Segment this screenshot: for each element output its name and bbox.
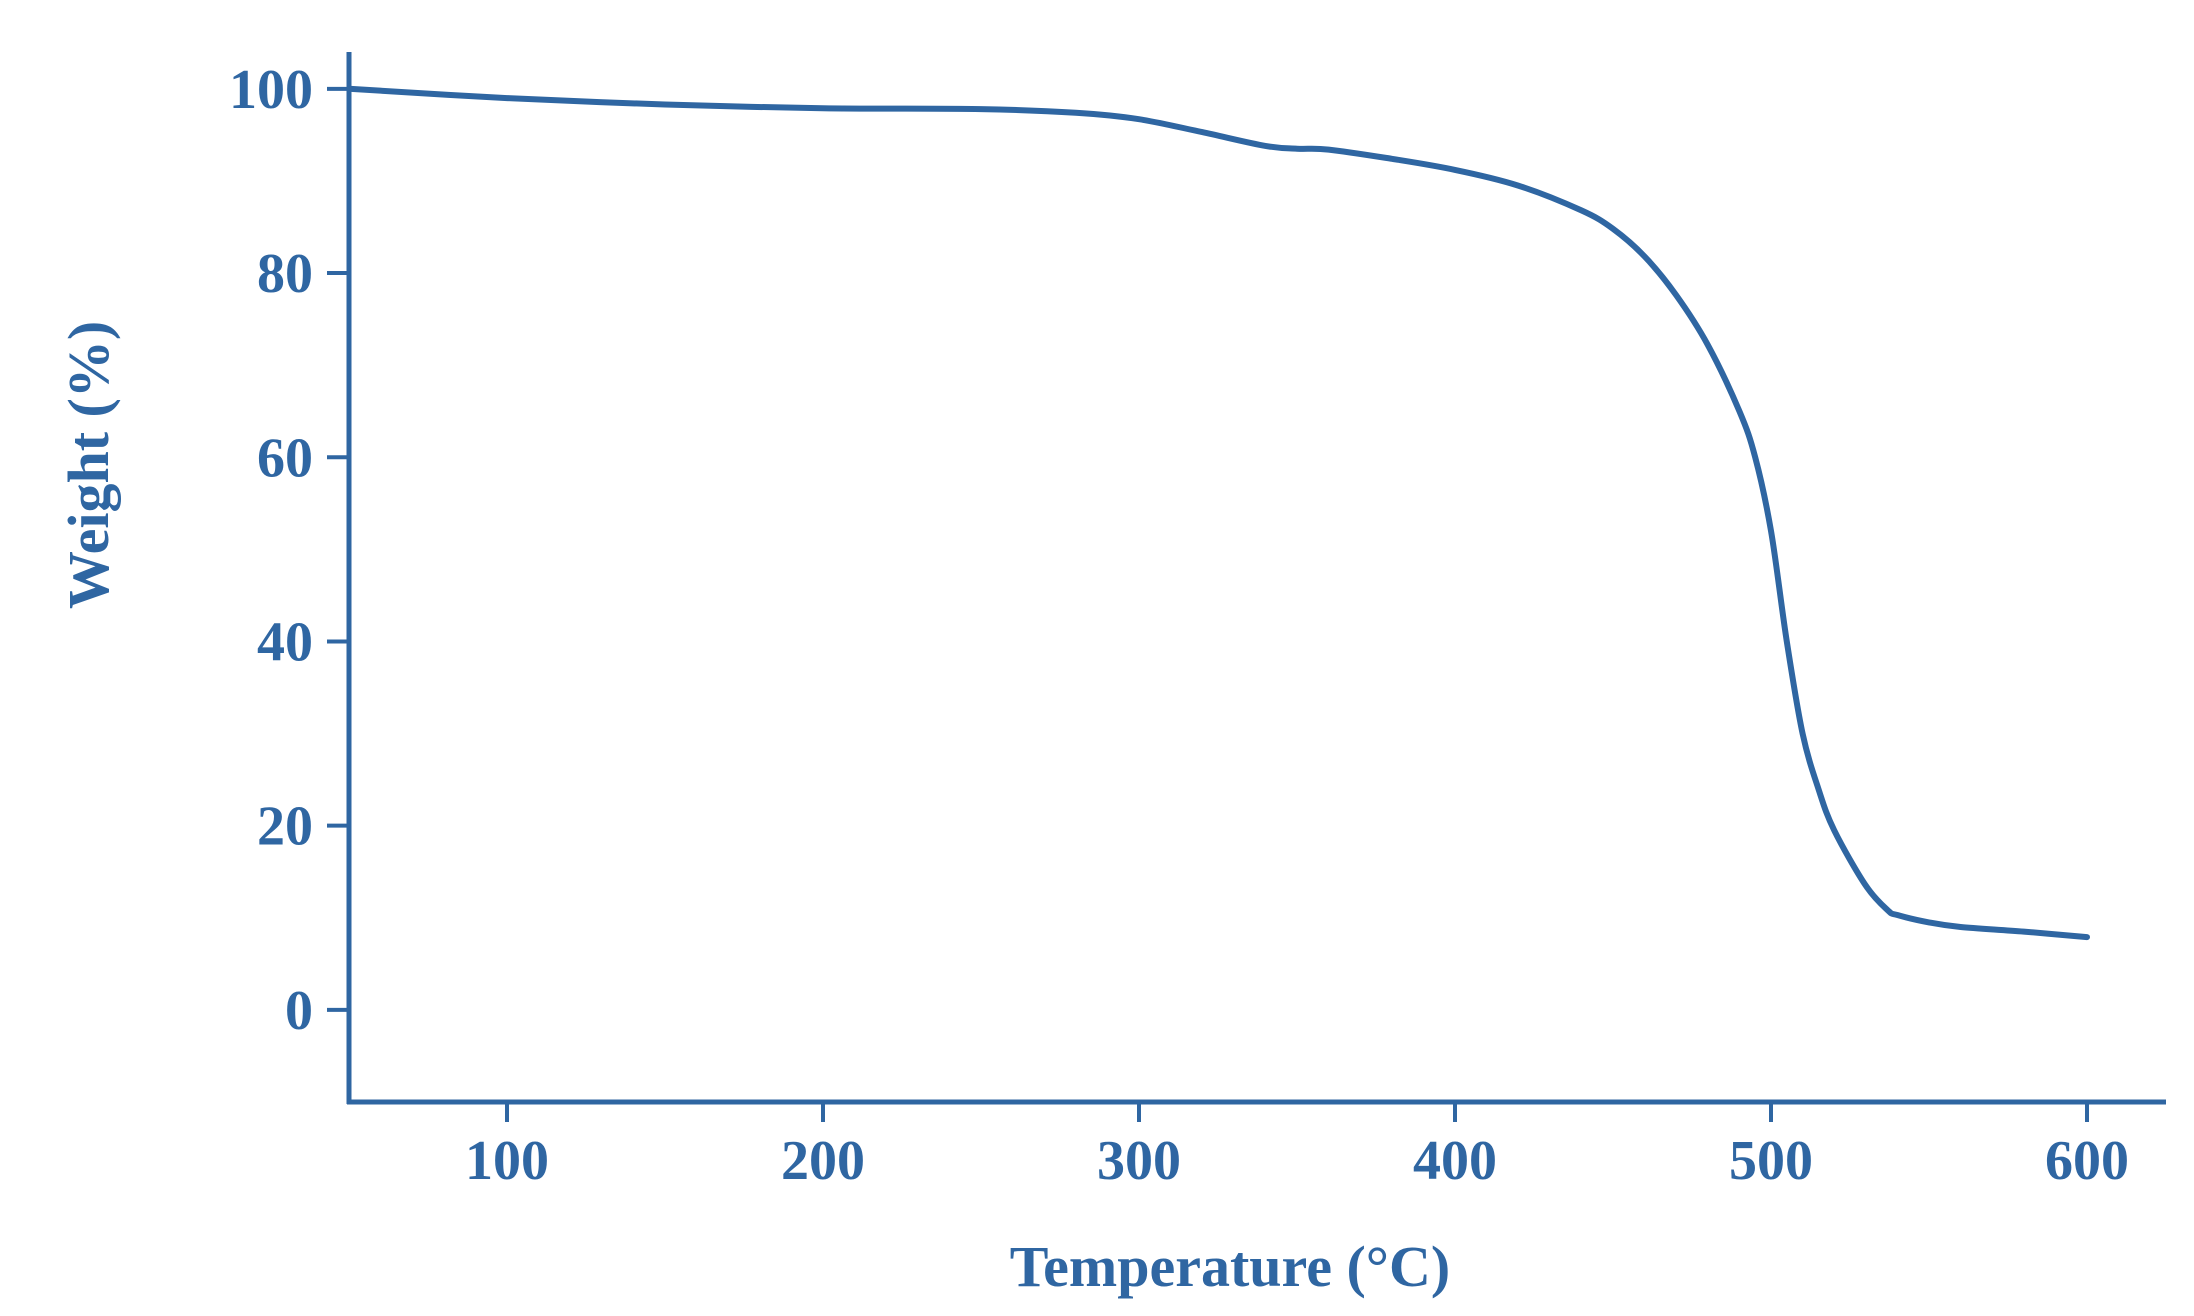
x-tick-label: 200 bbox=[781, 1130, 865, 1192]
y-tick-label: 80 bbox=[257, 243, 313, 305]
plot-area bbox=[346, 85, 2090, 941]
axes: 0 20 40 60 80 100 100 200 300 400 500 600 bbox=[229, 52, 2166, 1192]
y-tick-label: 40 bbox=[257, 611, 313, 673]
series-line bbox=[346, 85, 2090, 941]
labels: Temperature (°C) Weight (%) bbox=[56, 321, 1450, 1299]
y-tick-label: 0 bbox=[285, 980, 313, 1042]
x-tick-label: 400 bbox=[1413, 1130, 1497, 1192]
x-tick-label: 600 bbox=[2045, 1130, 2129, 1192]
y-axis-title: Weight (%) bbox=[56, 321, 121, 609]
x-tick-label: 100 bbox=[465, 1130, 549, 1192]
x-tick-label: 300 bbox=[1097, 1130, 1181, 1192]
x-tick-label: 500 bbox=[1729, 1130, 1813, 1192]
x-axis-title: Temperature (°C) bbox=[1010, 1234, 1450, 1299]
y-tick-label: 100 bbox=[229, 59, 313, 121]
y-tick-label: 60 bbox=[257, 427, 313, 489]
y-tick-label: 20 bbox=[257, 796, 313, 858]
